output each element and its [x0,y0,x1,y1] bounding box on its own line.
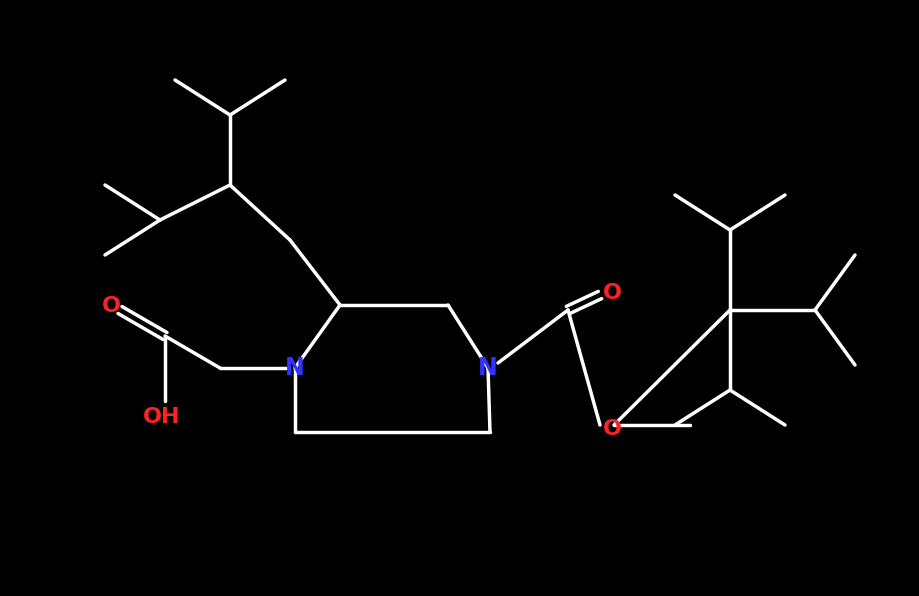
Text: O: O [101,296,120,316]
Text: OH: OH [143,407,181,427]
Text: N: N [285,356,305,380]
Text: O: O [603,283,621,303]
Text: N: N [478,356,498,380]
Text: O: O [603,419,621,439]
